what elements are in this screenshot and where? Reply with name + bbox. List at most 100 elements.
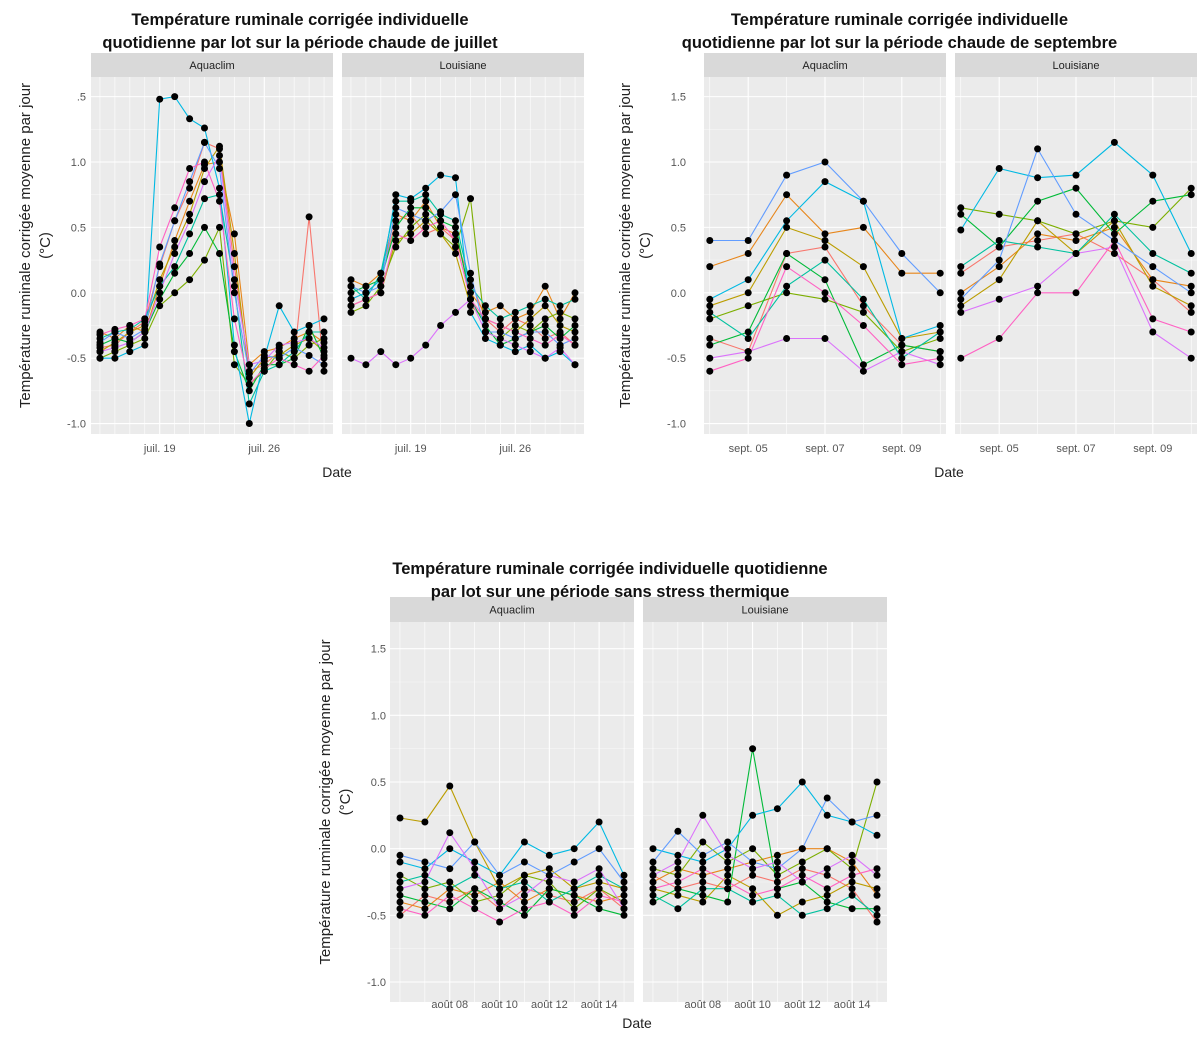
data-point [96, 331, 104, 339]
series-line [652, 814, 878, 883]
data-point [649, 865, 657, 873]
data-point [823, 891, 831, 899]
data-point [496, 335, 504, 342]
data-point [481, 328, 489, 336]
data-point [511, 341, 519, 349]
data-point [467, 195, 474, 203]
x-tick-label: août 12 [531, 999, 568, 1011]
data-point [260, 365, 268, 373]
data-point [848, 891, 856, 899]
series-line [652, 868, 878, 896]
data-point [520, 858, 528, 866]
data-point [396, 891, 404, 899]
data-point [201, 256, 208, 264]
data-point [186, 210, 194, 218]
data-point [526, 308, 534, 316]
data-point [541, 315, 549, 323]
y-axis-label: Température ruminale corrigée moyenne pa… [617, 83, 654, 408]
y-tick-label: 0.5 [671, 222, 686, 234]
data-point [957, 295, 965, 303]
data-point [556, 344, 564, 352]
data-point [957, 302, 965, 310]
data-point [320, 344, 328, 352]
data-point [290, 344, 298, 352]
facet-strip [91, 53, 333, 77]
data-point [452, 308, 459, 316]
panel-background [91, 77, 333, 434]
x-axis-label: Date [622, 1015, 652, 1031]
data-point [141, 341, 149, 349]
data-point [571, 315, 579, 323]
data-point [396, 878, 404, 886]
data-point [471, 838, 479, 846]
data-point [995, 335, 1003, 342]
data-point [186, 276, 194, 284]
data-point [437, 223, 445, 231]
data-point [541, 302, 549, 310]
y-tick-label: 0.0 [71, 288, 86, 300]
data-point [320, 328, 328, 336]
data-point [1110, 250, 1118, 257]
data-point [111, 344, 119, 352]
data-point [957, 269, 965, 277]
data-point [230, 230, 238, 238]
y-tick-label: 1.0 [671, 157, 686, 169]
data-point [556, 308, 564, 316]
data-point [320, 361, 328, 369]
facet-strip-label: Louisiane [741, 605, 788, 617]
data-point [422, 184, 430, 192]
data-point [773, 871, 781, 879]
chart-title: Température ruminale corrigée individuel… [0, 9, 600, 55]
y-axis-label-line: (°C) [337, 789, 354, 816]
y-tick-label: 1.5 [671, 92, 686, 104]
data-point [1072, 230, 1080, 238]
data-point [699, 885, 707, 893]
data-point [290, 339, 298, 346]
data-point [275, 354, 283, 362]
data-point [570, 878, 578, 886]
data-point [873, 865, 881, 873]
data-point [156, 95, 164, 103]
y-axis-label-line: (°C) [37, 232, 54, 259]
data-point [1187, 250, 1195, 257]
data-point [347, 295, 355, 303]
data-point [392, 210, 400, 218]
data-point [422, 223, 430, 231]
data-point [699, 878, 707, 886]
data-point [452, 174, 459, 182]
data-point [1187, 269, 1195, 277]
data-point [171, 289, 179, 297]
data-point [290, 328, 298, 336]
data-point [347, 354, 355, 362]
data-point [511, 328, 519, 336]
data-point [421, 891, 429, 899]
data-point [620, 898, 628, 906]
data-point [230, 282, 238, 290]
data-point [541, 335, 549, 342]
data-point [821, 289, 829, 297]
data-point [1149, 197, 1157, 205]
data-point [749, 871, 757, 879]
data-point [859, 223, 867, 231]
data-point [649, 871, 657, 879]
data-point [699, 898, 707, 906]
chart-title-line-2: quotidienne par lot sur la période chaud… [681, 34, 1118, 52]
data-point [773, 878, 781, 886]
y-axis-label-line: (°C) [637, 232, 654, 259]
panel-background [390, 622, 634, 1002]
facet-aquaclim: Aquaclim juil. 19 juil. 26 [91, 53, 333, 455]
data-point [620, 891, 628, 899]
data-point [773, 865, 781, 873]
data-point [848, 851, 856, 859]
x-tick-label: août 10 [734, 999, 771, 1011]
data-point [362, 295, 370, 303]
data-point [674, 858, 682, 866]
data-point [556, 315, 564, 323]
data-point [674, 891, 682, 899]
data-point [407, 217, 415, 225]
data-point [347, 282, 355, 290]
data-point [699, 811, 707, 819]
data-point [471, 885, 479, 893]
data-point [171, 269, 179, 277]
data-point [1187, 302, 1195, 310]
